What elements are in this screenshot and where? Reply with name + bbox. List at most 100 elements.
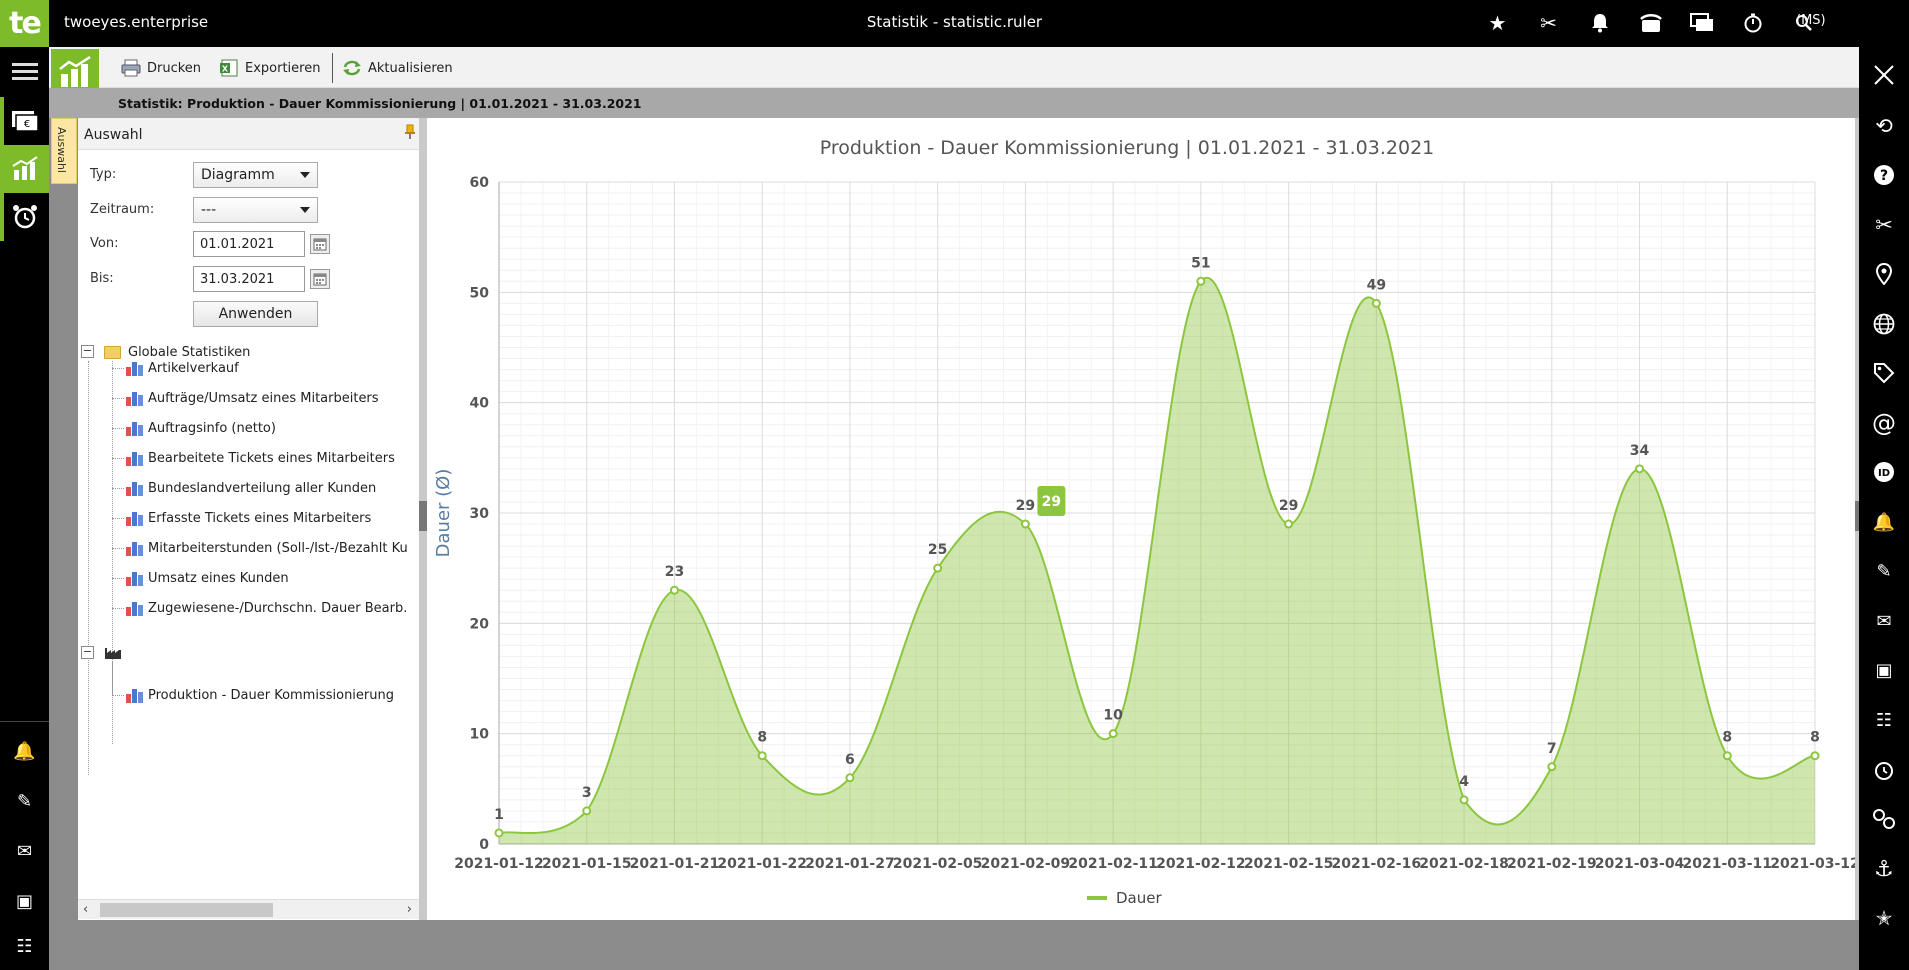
notification-add-icon[interactable]: 🔔 xyxy=(13,740,36,762)
factory-icon xyxy=(105,648,121,659)
data-label: 29 xyxy=(1279,498,1298,514)
tree-item[interactable]: Erfasste Tickets eines Mitarbeiters xyxy=(126,507,419,529)
app-logo[interactable]: te xyxy=(0,0,49,47)
tree-item[interactable]: Mitarbeiterstunden (Soll-/Ist-/Bezahlt K… xyxy=(126,537,419,559)
calendar-icon[interactable] xyxy=(310,269,330,289)
type-label: Typ: xyxy=(90,167,117,182)
contacts-add-icon[interactable]: ☷ xyxy=(16,935,33,957)
dashboard-icon[interactable]: € xyxy=(0,97,49,145)
tree-item-label: Umsatz eines Kunden xyxy=(148,570,289,586)
apply-button[interactable]: Anwenden xyxy=(193,301,318,327)
globe-icon[interactable] xyxy=(1859,304,1909,344)
data-point xyxy=(1722,751,1732,761)
tools-icon[interactable]: ✂ xyxy=(1875,213,1893,237)
type-select[interactable]: Diagramm xyxy=(193,162,318,188)
user-badge[interactable]: (MS) xyxy=(1796,13,1826,28)
y-tick-label: 10 xyxy=(470,727,490,743)
data-point xyxy=(669,585,679,595)
help-icon[interactable]: ? xyxy=(1859,155,1909,195)
mail-add-icon[interactable]: ✉ xyxy=(1876,610,1892,632)
calendar-icon[interactable] xyxy=(310,234,330,254)
scroll-right-icon[interactable]: › xyxy=(406,902,412,917)
statistic-header: Statistik: Produktion - Dauer Kommission… xyxy=(49,88,1859,118)
tools-icon[interactable]: ✂ xyxy=(1540,11,1557,35)
card-add-icon[interactable]: ▣ xyxy=(15,890,33,912)
from-date-input[interactable] xyxy=(193,231,305,257)
tree-item[interactable]: Artikelverkauf xyxy=(126,357,419,379)
id-icon[interactable]: ID xyxy=(1859,452,1909,492)
data-label: 25 xyxy=(928,542,947,558)
phone-icon[interactable] xyxy=(1625,8,1676,38)
alarm-clock-icon[interactable] xyxy=(0,193,49,241)
tree-group-global[interactable]: Globale Statistiken xyxy=(128,345,251,360)
period-select[interactable]: --- xyxy=(193,197,318,223)
timer-icon[interactable] xyxy=(1727,8,1778,38)
notification-add-icon[interactable]: 🔔 xyxy=(1872,511,1896,533)
tree-item[interactable]: Umsatz eines Kunden xyxy=(126,567,419,589)
anchor-icon[interactable]: ⚓ xyxy=(1874,856,1894,882)
legend-item: Dauer xyxy=(1116,889,1162,907)
data-label: 8 xyxy=(757,730,767,746)
data-point xyxy=(1196,276,1206,286)
tree-item[interactable]: Bundeslandverteilung aller Kunden xyxy=(126,477,419,499)
at-sign-icon[interactable]: @ xyxy=(1872,409,1896,437)
messages-icon[interactable] xyxy=(1676,8,1727,38)
scroll-thumb[interactable] xyxy=(100,903,273,917)
refresh-button[interactable]: Aktualisieren xyxy=(342,57,453,79)
y-tick-label: 40 xyxy=(470,396,490,412)
tree-item-label: Bundeslandverteilung aller Kunden xyxy=(148,480,377,496)
mail-add-icon[interactable]: ✉ xyxy=(16,840,33,862)
tree-connector xyxy=(112,398,124,399)
data-point xyxy=(933,563,943,573)
statistic-chart-icon xyxy=(126,391,144,406)
scroll-left-icon[interactable]: ‹ xyxy=(83,902,89,917)
chart-right-splitter[interactable] xyxy=(1855,118,1859,920)
pin-icon[interactable] xyxy=(405,124,415,144)
statistic-chart-icon xyxy=(126,421,144,436)
data-point xyxy=(1547,762,1557,772)
chart-area: 1 3 23 8 6 25 29 10 51 29 49 4 7 34 8 8 0 10 20 30 40 50 60 202… xyxy=(427,118,1857,920)
card-add-icon[interactable]: ▣ xyxy=(1875,659,1893,681)
toolbar-separator xyxy=(332,53,333,83)
statistic-chart-icon xyxy=(126,511,144,526)
splitter-handle[interactable] xyxy=(1855,501,1859,531)
tree-collapse-toggle[interactable]: − xyxy=(81,645,94,659)
splitter-handle[interactable] xyxy=(419,501,427,531)
refresh-icon[interactable]: ⟲ xyxy=(1875,114,1893,138)
to-date-input[interactable] xyxy=(193,266,305,292)
star-add-icon[interactable]: ✭ xyxy=(1875,906,1893,930)
data-point xyxy=(757,751,767,761)
tree-collapse-toggle[interactable]: − xyxy=(81,344,94,358)
tree-item[interactable]: Aufträge/Umsatz eines Mitarbeiters xyxy=(126,387,419,409)
location-pin-icon[interactable] xyxy=(1859,254,1909,294)
menu-hamburger-icon[interactable] xyxy=(0,47,49,95)
selection-tab-label: Auswahl xyxy=(55,127,68,173)
search-icon[interactable] xyxy=(1778,8,1829,38)
contacts-add-icon[interactable]: ☷ xyxy=(1875,709,1893,731)
close-icon[interactable] xyxy=(1859,55,1909,95)
tree-item[interactable]: Bearbeitete Tickets eines Mitarbeiters xyxy=(126,447,419,469)
tree-connector xyxy=(112,361,113,744)
export-button[interactable]: X Exportieren xyxy=(219,57,320,79)
tree-item-label: Bearbeitete Tickets eines Mitarbeiters xyxy=(148,450,395,466)
panel-horizontal-scrollbar[interactable]: ‹ › xyxy=(78,899,419,919)
favorite-star-icon[interactable]: ★ xyxy=(1488,11,1507,35)
tag-icon[interactable] xyxy=(1859,353,1909,393)
selection-vertical-tab[interactable]: Auswahl xyxy=(51,118,77,184)
tree-item[interactable]: Produktion - Dauer Kommissionierung xyxy=(126,684,394,706)
x-tick-label: 2021-02-05 xyxy=(893,856,983,872)
refresh-label: Aktualisieren xyxy=(368,60,453,76)
document-edit-icon[interactable]: ✎ xyxy=(1876,560,1892,582)
tree-item[interactable]: Auftragsinfo (netto) xyxy=(126,417,419,439)
document-edit-icon[interactable]: ✎ xyxy=(16,790,33,812)
app-logo-text: te xyxy=(9,6,42,41)
alarm-clock-icon[interactable] xyxy=(1859,750,1909,790)
area-chart: 1 3 23 8 6 25 29 10 51 29 49 4 7 34 8 8 0 10 20 30 40 50 60 202… xyxy=(433,137,1857,907)
link-icon[interactable] xyxy=(1859,799,1909,839)
notification-bell-icon[interactable] xyxy=(1574,8,1625,38)
statistics-icon[interactable] xyxy=(0,145,49,193)
print-button[interactable]: Drucken xyxy=(121,57,201,79)
data-label: 7 xyxy=(1547,741,1557,757)
panel-splitter[interactable] xyxy=(419,118,427,920)
tree-item[interactable]: Zugewiesene-/Durchschn. Dauer Bearb. xyxy=(126,597,419,619)
